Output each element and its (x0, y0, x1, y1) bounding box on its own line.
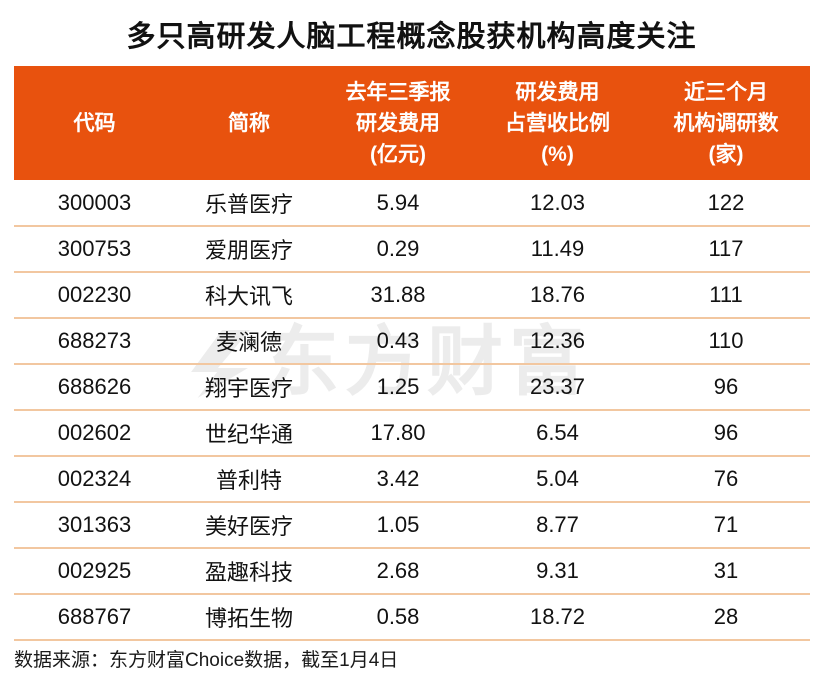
cell-name: 世纪华通 (175, 410, 323, 457)
cell-rd-ratio: 8.77 (473, 502, 642, 549)
cell-rd-expense: 1.05 (323, 502, 473, 549)
cell-code: 300753 (14, 226, 175, 273)
col-header-name: 简称 (175, 66, 323, 180)
cell-code: 688273 (14, 318, 175, 365)
cell-name: 麦澜德 (175, 318, 323, 365)
cell-name: 美好医疗 (175, 502, 323, 549)
cell-rd-ratio: 18.76 (473, 272, 642, 319)
cell-code: 688767 (14, 594, 175, 641)
cell-rd-ratio: 6.54 (473, 410, 642, 457)
col-header-rd-ratio: 研发费用 占营收比例 (%) (473, 66, 642, 180)
page-title: 多只高研发人脑工程概念股获机构高度关注 (126, 21, 697, 53)
table-row: 002925 盈趣科技 2.68 9.31 31 (14, 548, 810, 595)
table-row: 300753 爱朋医疗 0.29 11.49 117 (14, 226, 810, 273)
cell-rd-expense: 3.42 (323, 456, 473, 503)
cell-code: 688626 (14, 364, 175, 411)
cell-survey-count: 117 (642, 226, 810, 273)
cell-rd-expense: 0.29 (323, 226, 473, 273)
table-row: 688626 翔宇医疗 1.25 23.37 96 (14, 364, 810, 411)
col-header-survey-count: 近三个月 机构调研数 (家) (642, 66, 810, 180)
cell-survey-count: 122 (642, 180, 810, 227)
cell-name: 爱朋医疗 (175, 226, 323, 273)
cell-name: 博拓生物 (175, 594, 323, 641)
table-row: 002602 世纪华通 17.80 6.54 96 (14, 410, 810, 457)
table-header-row: 代码 简称 去年三季报 研发费用 (亿元) 研发费用 占营收比例 (%) (14, 66, 810, 180)
cell-survey-count: 28 (642, 594, 810, 641)
cell-survey-count: 31 (642, 548, 810, 595)
cell-rd-expense: 31.88 (323, 272, 473, 319)
cell-code: 300003 (14, 180, 175, 227)
cell-survey-count: 96 (642, 410, 810, 457)
table-row: 688767 博拓生物 0.58 18.72 28 (14, 594, 810, 641)
cell-code: 002602 (14, 410, 175, 457)
cell-rd-ratio: 18.72 (473, 594, 642, 641)
cell-code: 301363 (14, 502, 175, 549)
table-row: 002324 普利特 3.42 5.04 76 (14, 456, 810, 503)
cell-rd-expense: 1.25 (323, 364, 473, 411)
cell-code: 002324 (14, 456, 175, 503)
cell-rd-expense: 0.43 (323, 318, 473, 365)
col-header-rd-expense: 去年三季报 研发费用 (亿元) (323, 66, 473, 180)
cell-rd-ratio: 9.31 (473, 548, 642, 595)
cell-rd-ratio: 12.03 (473, 180, 642, 227)
col-header-code: 代码 (14, 66, 175, 180)
cell-rd-ratio: 12.36 (473, 318, 642, 365)
table-row: 301363 美好医疗 1.05 8.77 71 (14, 502, 810, 549)
cell-name: 科大讯飞 (175, 272, 323, 319)
cell-rd-expense: 5.94 (323, 180, 473, 227)
cell-rd-expense: 17.80 (323, 410, 473, 457)
cell-name: 乐普医疗 (175, 180, 323, 227)
col-header-code-label: 代码 (73, 111, 116, 135)
cell-name: 翔宇医疗 (175, 364, 323, 411)
col-header-name-label: 简称 (228, 111, 270, 135)
cell-rd-expense: 2.68 (323, 548, 473, 595)
cell-survey-count: 96 (642, 364, 810, 411)
cell-rd-ratio: 23.37 (473, 364, 642, 411)
table-row: 300003 乐普医疗 5.94 12.03 122 (14, 180, 810, 227)
cell-name: 盈趣科技 (175, 548, 323, 595)
cell-survey-count: 110 (642, 318, 810, 365)
data-source-note: 数据来源：东方财富Choice数据，截至1月4日 (14, 650, 399, 671)
cell-survey-count: 71 (642, 502, 810, 549)
cell-survey-count: 76 (642, 456, 810, 503)
cell-code: 002230 (14, 272, 175, 319)
cell-code: 002925 (14, 548, 175, 595)
cell-rd-expense: 0.58 (323, 594, 473, 641)
cell-name: 普利特 (175, 456, 323, 503)
table-row: 688273 麦澜德 0.43 12.36 110 (14, 318, 810, 365)
cell-rd-ratio: 11.49 (473, 226, 642, 273)
table-row: 002230 科大讯飞 31.88 18.76 111 (14, 272, 810, 319)
stocks-table: 代码 简称 去年三季报 研发费用 (亿元) 研发费用 占营收比例 (%) (14, 66, 810, 641)
cell-rd-ratio: 5.04 (473, 456, 642, 503)
cell-survey-count: 111 (642, 272, 810, 319)
